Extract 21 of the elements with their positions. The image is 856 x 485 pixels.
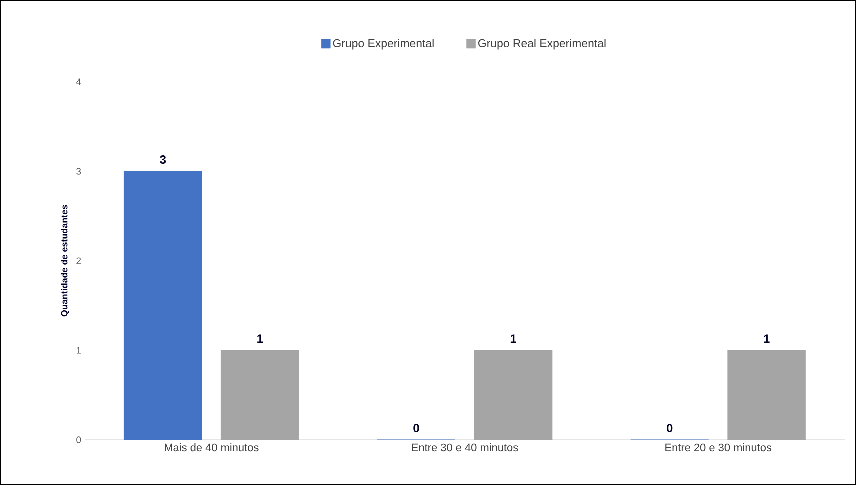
bar	[474, 350, 553, 440]
y-tick-label: 4	[76, 78, 82, 86]
y-tick-label: 1	[76, 347, 82, 354]
y-tick-label: 2	[76, 258, 82, 264]
x-tick-label: Mais de 40 minutos	[165, 444, 259, 452]
x-tick-label: Entre 20 e 30 minutos	[666, 444, 772, 452]
bar	[728, 350, 806, 440]
legend-label: Grupo Experimental	[333, 39, 434, 50]
y-tick-label: 3	[76, 168, 82, 175]
data-label: 1	[764, 334, 770, 344]
data-label: 0	[414, 424, 420, 433]
y-axis-title: Quantidade de estudantes	[61, 205, 70, 317]
y-tick-label: 0	[76, 436, 82, 444]
x-tick-label: Entre 30 e 40 minutos	[412, 444, 518, 452]
legend-label: Grupo Real Experimental	[478, 39, 606, 50]
data-label: 1	[510, 334, 516, 344]
bar	[221, 350, 300, 440]
data-label: 1	[258, 334, 264, 344]
bar	[124, 171, 202, 440]
data-label: 0	[666, 424, 673, 433]
data-label: 3	[160, 156, 166, 164]
